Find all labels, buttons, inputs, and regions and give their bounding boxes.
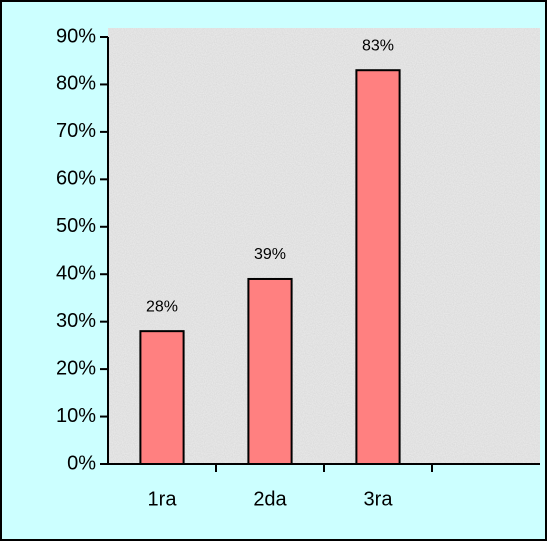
y-tick-label: 60% (56, 168, 96, 190)
bar (247, 277, 293, 466)
x-tick-label: 1ra (148, 488, 178, 510)
y-tick-label: 10% (56, 405, 96, 427)
x-tick-label: 3ra (364, 488, 394, 510)
y-tick-label: 20% (56, 357, 96, 379)
data-label: 28% (146, 298, 178, 315)
y-tick-label: 30% (56, 310, 96, 332)
y-tick-label: 90% (56, 25, 96, 47)
y-tick-label: 70% (56, 120, 96, 142)
bar (139, 330, 185, 465)
x-tick-label: 2da (253, 488, 287, 510)
y-tick-label: 0% (67, 452, 96, 474)
y-tick-label: 80% (56, 73, 96, 95)
y-tick-label: 40% (56, 263, 96, 285)
data-label: 83% (362, 37, 394, 54)
y-tick-label: 50% (56, 215, 96, 237)
bar (355, 69, 401, 465)
data-label: 39% (254, 246, 286, 263)
